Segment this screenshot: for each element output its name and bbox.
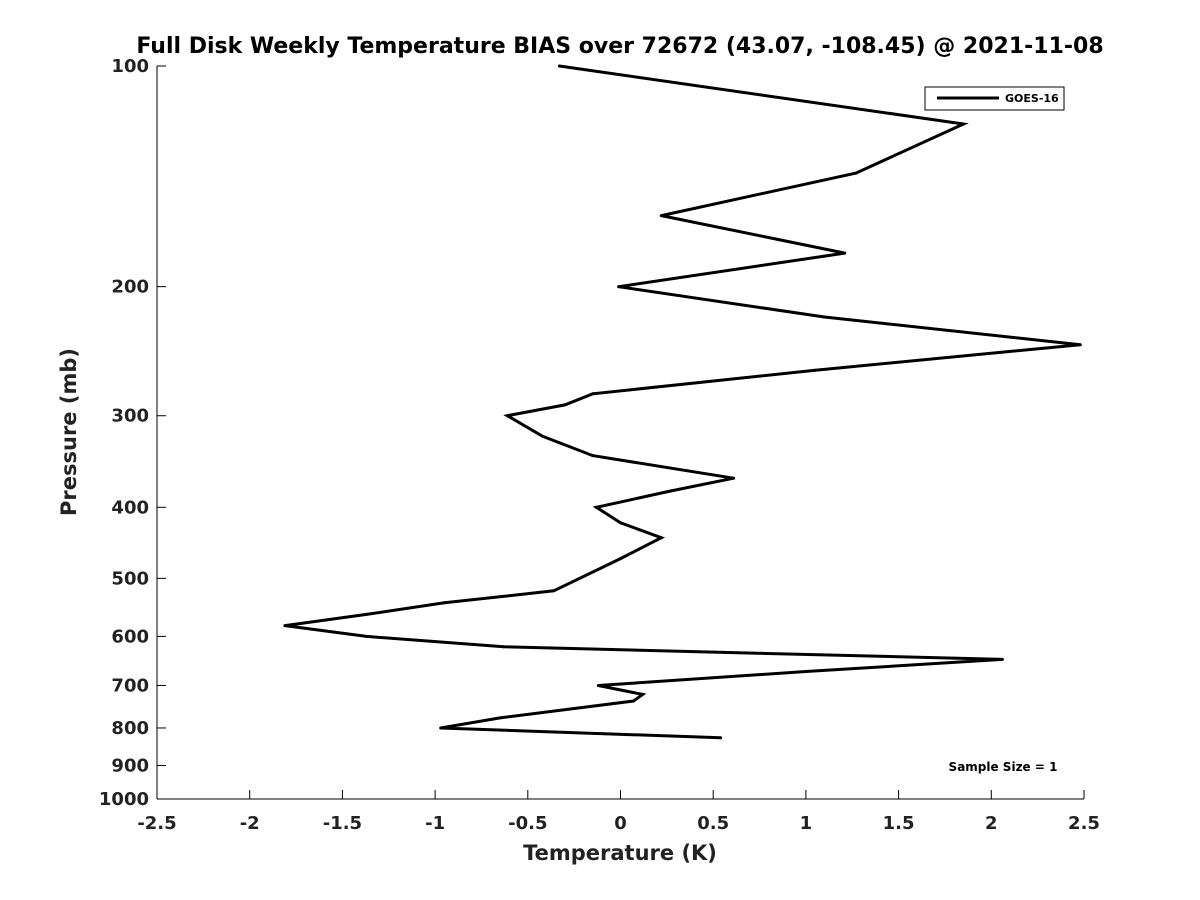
x-tick-label: -1.5 [323,813,362,834]
data-point [813,368,817,372]
y-tick-label: 300 [111,406,149,427]
data-point [719,736,723,740]
data-point [365,634,368,638]
y-tick-label: 1000 [99,789,149,810]
data-point [596,684,600,687]
data-point [502,645,506,649]
data-point [439,726,443,730]
data-point [732,476,736,480]
data-point [822,315,826,319]
data-point [505,414,509,418]
x-tick-label: -2.5 [137,813,176,834]
data-point [619,557,622,561]
data-point [962,122,965,126]
data-point [1000,657,1004,661]
data-point [283,624,287,628]
y-tick-label: 700 [111,675,149,696]
data-point [843,251,847,255]
x-tick-label: 1.5 [883,813,915,834]
data-point [854,171,858,175]
series-line-goes16 [284,64,1081,740]
y-tick-label: 400 [111,497,149,518]
sample-size-annotation: Sample Size = 1 [949,760,1058,774]
data-point [617,285,621,289]
data-point [591,454,595,458]
x-tick-label: 0.5 [697,813,729,834]
x-tick-label: -0.5 [508,813,547,834]
series-points [283,64,1082,740]
data-point [552,589,556,593]
y-tick-label: 200 [111,277,149,298]
data-point [804,670,808,673]
x-tick-label: 2.5 [1068,813,1100,834]
data-point [442,601,446,605]
y-axis-label: Pressure (mb) [57,348,81,516]
x-tick-label: -1 [425,813,445,834]
data-point [1078,343,1082,347]
data-point [659,214,663,218]
x-tick-label: 1 [800,813,813,834]
data-point [619,521,622,525]
data-point [541,434,545,438]
x-tick-label: 0 [614,813,627,834]
x-tick-label: -2 [240,813,260,834]
y-tick-label: 900 [111,755,149,776]
data-point [669,489,673,493]
data-point [632,699,635,703]
data-point [594,505,598,509]
data-point [563,403,567,407]
y-tick-label: 500 [111,568,149,589]
x-axis-label: Temperature (K) [523,841,717,865]
data-point [498,716,502,720]
y-tick-label: 100 [111,56,149,77]
data-point [659,536,663,540]
y-tick-label: 600 [111,626,149,647]
x-ticks: -2.5 -2 -1.5 -1 -0.5 0 0.5 1 1.5 2 2.5 [137,790,1100,834]
legend: GOES-16 [924,86,1065,111]
data-point [557,64,561,68]
y-ticks: 100 200 300 400 500 600 700 800 900 1000 [99,56,166,810]
data-point [365,612,368,616]
x-tick-label: 2 [985,813,998,834]
chart-title: Full Disk Weekly Temperature BIAS over 7… [136,34,1103,59]
y-tick-label: 800 [111,718,149,739]
legend-label-goes16: GOES-16 [1005,92,1059,105]
data-point [591,392,595,396]
data-point [641,692,645,696]
